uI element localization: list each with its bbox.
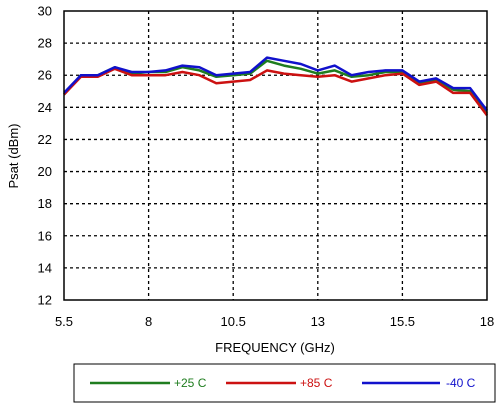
x-tick-label: 15.5 [390,314,415,329]
y-axis-label: Psat (dBm) [6,123,21,188]
series-line [63,56,488,112]
legend-label: +85 C [300,376,333,390]
series-line [63,67,488,117]
y-tick-label: 18 [38,196,52,211]
y-tick-label: 24 [38,100,52,115]
series-line [63,59,488,115]
y-tick-label: 16 [38,228,52,243]
y-tick-label: 12 [38,293,52,308]
x-tick-label: 13 [311,314,325,329]
x-axis-label: FREQUENCY (GHz) [215,340,335,355]
y-tick-label: 28 [38,36,52,51]
series-lines [63,56,488,117]
x-tick-label: 5.5 [55,314,73,329]
x-tick-label: 10.5 [221,314,246,329]
x-tick-label: 8 [145,314,152,329]
legend-label: -40 C [446,376,476,390]
y-tick-label: 20 [38,164,52,179]
grid [64,11,487,300]
y-tick-label: 30 [38,4,52,19]
x-tick-label: 18 [480,314,494,329]
tick-labels: 12 14 16 18 20 22 24 26 28 30 5.5 8 10.5 13 15.5 18 [38,4,495,330]
legend: +25 C +85 C -40 C [73,363,496,403]
plot-frame [63,10,488,301]
legend-label: +25 C [174,376,207,390]
y-tick-label: 14 [38,260,52,275]
y-tick-label: 22 [38,132,52,147]
y-tick-label: 26 [38,68,52,83]
